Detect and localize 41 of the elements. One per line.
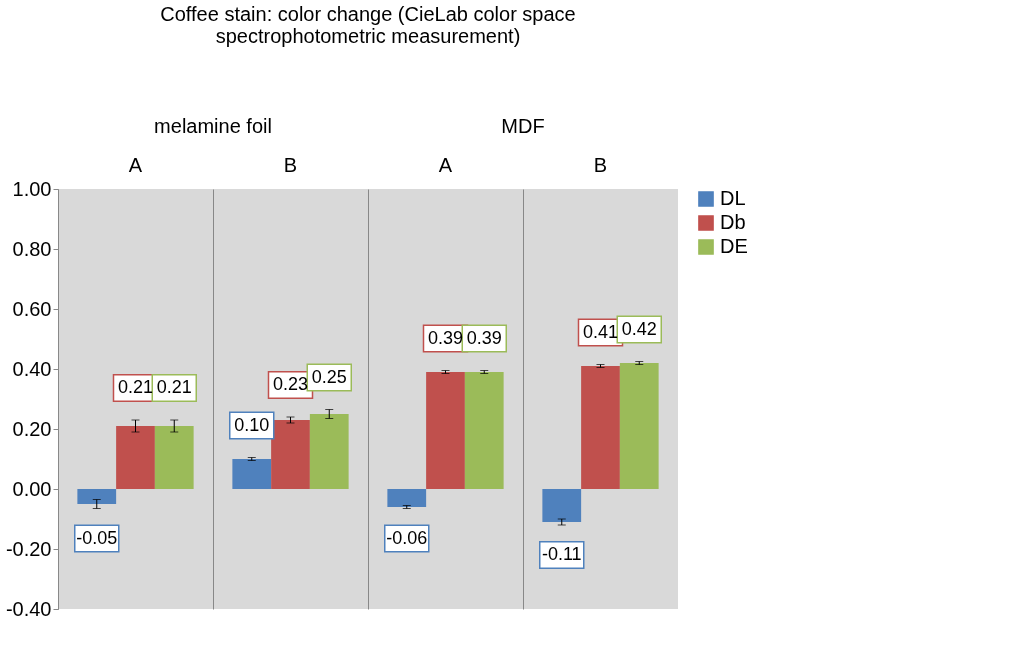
data-label: 0.10: [234, 414, 270, 435]
y-tick-label: 0.80: [12, 237, 52, 260]
data-label: 0.25: [311, 366, 347, 387]
bar: [581, 366, 620, 489]
legend-label: DE: [720, 235, 748, 257]
y-tick-label: -0.20: [5, 537, 52, 560]
data-label: -0.06: [386, 527, 428, 548]
y-tick-label: 0.40: [12, 357, 52, 380]
data-label: 0.21: [117, 377, 154, 397]
bar: [619, 363, 659, 489]
text: MDF: [501, 115, 545, 137]
legend-label: Db: [720, 211, 746, 233]
bar: [309, 414, 349, 489]
bar: [77, 489, 117, 504]
bar: [154, 426, 194, 489]
bar: [387, 489, 427, 507]
data-label: 0.42: [621, 318, 657, 339]
chart-title: Coffee stain: color change (CieLab color space spectrophotometric measurement): [160, 3, 576, 47]
legend-label: DL: [720, 187, 746, 209]
x-tick-label: A: [128, 153, 143, 176]
x-tick-label: A: [438, 153, 453, 176]
data-label: 0.39: [466, 327, 502, 348]
y-tick-label: -0.40: [5, 597, 52, 620]
y-tick-label: 0.00: [12, 477, 52, 500]
bar: [271, 420, 310, 489]
x-tick-label: B: [283, 153, 298, 176]
bar: [542, 489, 582, 522]
text: melamine foil: [154, 115, 272, 137]
bar: [232, 459, 272, 489]
data-label: 0.41: [582, 321, 619, 342]
data-label: 0.39: [427, 327, 464, 348]
data-label: -0.11: [541, 544, 582, 564]
bar: [464, 372, 504, 489]
data-label: 0.21: [156, 377, 192, 397]
y-tick-label: 1.00: [12, 177, 52, 200]
data-label: -0.05: [76, 527, 118, 548]
y-tick-label: 0.20: [12, 417, 52, 440]
bar: [116, 426, 155, 489]
bar: [426, 372, 465, 489]
x-tick-label: B: [593, 153, 608, 176]
y-tick-label: 0.60: [12, 297, 52, 320]
